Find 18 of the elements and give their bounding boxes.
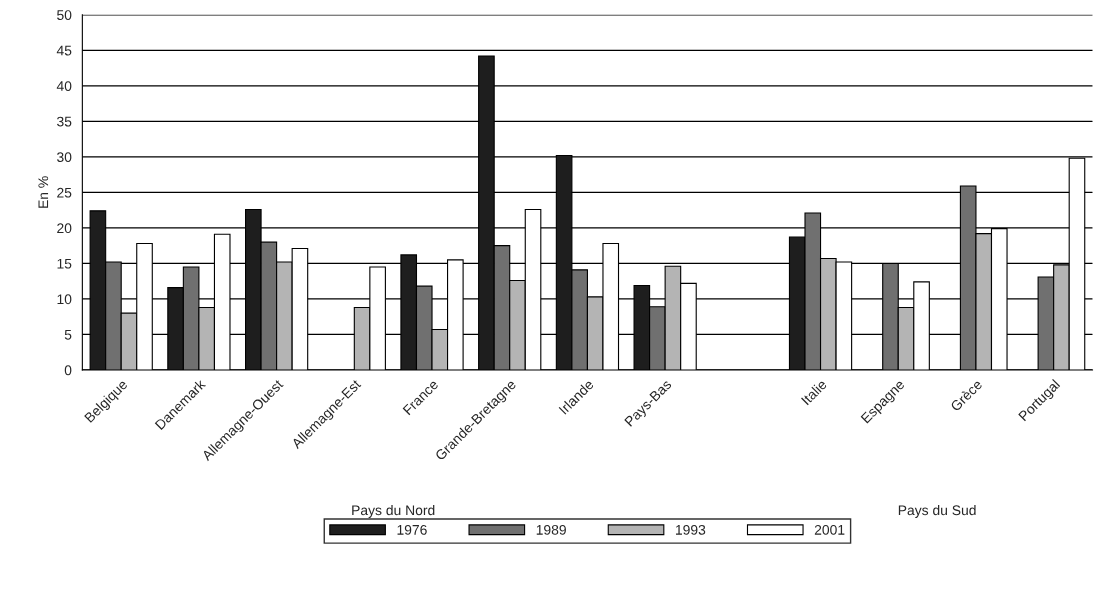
y-tick-label: 5 bbox=[64, 329, 72, 340]
y-tick-label: 30 bbox=[57, 152, 72, 163]
y-tick-label: 20 bbox=[57, 223, 72, 234]
legend-label: 2001 bbox=[814, 524, 845, 535]
text: Pays du Nord bbox=[352, 504, 435, 518]
y-tick-label: 15 bbox=[57, 258, 72, 269]
y-tick-label: 35 bbox=[57, 116, 72, 127]
y-tick-label: 45 bbox=[56, 45, 72, 56]
y-tick-label: 25 bbox=[57, 187, 72, 198]
legend-label: 1993 bbox=[675, 524, 706, 535]
legend-label: 1989 bbox=[536, 524, 566, 535]
y-tick-label: 40 bbox=[56, 81, 72, 92]
y-axis-title: En % bbox=[38, 176, 49, 208]
legend-label: 1976 bbox=[397, 524, 427, 535]
y-tick-label: 0 bbox=[64, 365, 72, 376]
text: Pays du Sud bbox=[898, 504, 976, 518]
y-tick-label: 10 bbox=[57, 294, 72, 305]
y-tick-label: 50 bbox=[57, 10, 72, 20]
